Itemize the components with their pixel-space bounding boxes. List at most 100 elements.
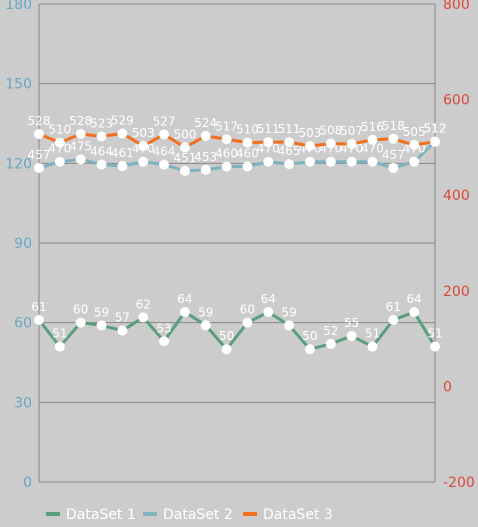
data-label: 464 xyxy=(90,145,113,159)
data-label: 512 xyxy=(424,122,447,136)
data-label: 507 xyxy=(340,124,363,138)
data-point xyxy=(367,341,378,352)
left-tick-label: 150 xyxy=(5,77,32,93)
series-1: 61 51 60 59 57 62 53 64 59 50 60 64 59 50 52 55 51 61 64 51 xyxy=(31,292,443,355)
right-tick-label: 200 xyxy=(443,284,470,300)
data-label: 528 xyxy=(69,114,92,128)
data-point xyxy=(75,317,86,328)
data-label: 528 xyxy=(28,114,51,128)
data-point xyxy=(54,341,65,352)
data-label: 453 xyxy=(194,150,217,164)
data-point xyxy=(179,165,190,176)
data-label: 523 xyxy=(90,116,113,130)
data-label: 53 xyxy=(156,321,171,335)
data-label: 511 xyxy=(257,122,280,136)
data-label: 64 xyxy=(261,292,276,306)
data-point xyxy=(346,156,357,167)
axes xyxy=(38,4,436,482)
data-point xyxy=(159,159,170,170)
data-point xyxy=(304,344,315,355)
data-point xyxy=(346,139,357,150)
data-point xyxy=(409,140,420,151)
data-label: 60 xyxy=(240,303,255,317)
data-label: 517 xyxy=(215,119,238,133)
data-label: 61 xyxy=(386,300,401,314)
data-point xyxy=(221,344,232,355)
data-point xyxy=(75,129,86,140)
data-point xyxy=(179,142,190,153)
data-label: 64 xyxy=(177,292,192,306)
right-tick-label: 800 xyxy=(443,0,470,13)
data-point xyxy=(388,162,399,173)
data-point xyxy=(263,137,274,148)
data-point xyxy=(409,307,420,318)
data-label: 518 xyxy=(382,119,405,133)
data-label: 508 xyxy=(319,124,342,138)
data-label: 61 xyxy=(31,300,46,314)
data-label: 503 xyxy=(132,126,155,140)
data-label: 57 xyxy=(115,311,130,325)
data-label: 62 xyxy=(136,297,151,311)
data-point xyxy=(304,156,315,167)
right-tick-label: 0 xyxy=(443,379,452,395)
data-label: 475 xyxy=(69,139,92,153)
data-label: 457 xyxy=(382,148,405,162)
data-point xyxy=(284,159,295,170)
data-label: 510 xyxy=(48,123,71,137)
data-point xyxy=(200,320,211,331)
data-point xyxy=(34,315,44,326)
data-label: 457 xyxy=(28,148,51,162)
data-point xyxy=(346,330,357,341)
left-tick-label: 30 xyxy=(14,395,32,411)
data-label: 64 xyxy=(407,292,422,306)
data-point xyxy=(242,317,253,328)
data-label: 59 xyxy=(94,305,109,319)
data-point xyxy=(284,320,295,331)
data-label: 512 xyxy=(424,122,447,136)
data-point xyxy=(159,336,170,347)
data-point xyxy=(263,156,274,167)
grid-lines xyxy=(39,3,435,483)
data-point xyxy=(367,134,378,145)
data-label: 503 xyxy=(298,126,321,140)
data-label: 527 xyxy=(153,114,176,128)
data-point xyxy=(117,128,128,139)
left-tick-label: 0 xyxy=(23,475,32,491)
data-label: 51 xyxy=(52,327,67,341)
data-point xyxy=(34,129,44,140)
legend-label: DataSet 1 xyxy=(66,507,136,523)
left-axis-ticks: 0 30 60 90 120 150 180 xyxy=(5,0,32,491)
data-point xyxy=(179,307,190,318)
data-point xyxy=(430,136,440,147)
data-label: 510 xyxy=(236,123,259,137)
data-point xyxy=(96,131,107,142)
data-point xyxy=(325,156,336,167)
data-point xyxy=(409,156,420,167)
data-point xyxy=(54,156,65,167)
data-point xyxy=(263,307,274,318)
data-point xyxy=(200,164,211,175)
data-label: 51 xyxy=(427,327,442,341)
legend-label: DataSet 2 xyxy=(163,507,233,523)
data-point xyxy=(325,138,336,149)
data-label: 451 xyxy=(173,151,196,165)
left-tick-label: 180 xyxy=(5,0,32,13)
data-label: 529 xyxy=(111,114,134,128)
data-label: 511 xyxy=(278,122,301,136)
data-label: 50 xyxy=(219,329,234,343)
data-point xyxy=(242,161,253,172)
data-label: 52 xyxy=(323,324,338,338)
data-label: 470 xyxy=(361,142,384,156)
data-point xyxy=(34,162,44,173)
data-point xyxy=(54,137,65,148)
data-point xyxy=(242,137,253,148)
data-point xyxy=(304,140,315,151)
data-label: 50 xyxy=(302,329,317,343)
data-point xyxy=(75,154,86,165)
left-tick-label: 90 xyxy=(14,236,32,252)
right-tick-label: 600 xyxy=(443,93,470,109)
right-tick-label: -200 xyxy=(443,475,475,491)
series-3: 5285105285235295035275005245175105115115… xyxy=(28,114,447,153)
data-point xyxy=(138,156,149,167)
